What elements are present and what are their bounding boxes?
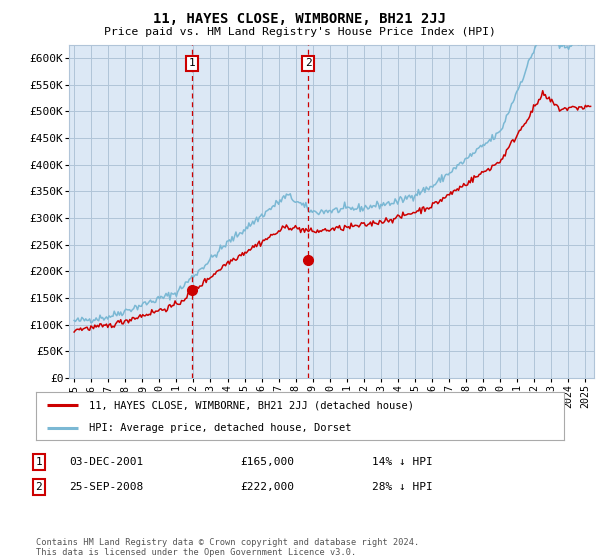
Text: 2: 2 [305, 58, 311, 68]
Text: 28% ↓ HPI: 28% ↓ HPI [372, 482, 433, 492]
Text: 03-DEC-2001: 03-DEC-2001 [69, 457, 143, 467]
Text: HPI: Average price, detached house, Dorset: HPI: Average price, detached house, Dors… [89, 423, 352, 433]
Text: £222,000: £222,000 [240, 482, 294, 492]
Text: 1: 1 [35, 457, 43, 467]
Text: 25-SEP-2008: 25-SEP-2008 [69, 482, 143, 492]
Text: 11, HAYES CLOSE, WIMBORNE, BH21 2JJ: 11, HAYES CLOSE, WIMBORNE, BH21 2JJ [154, 12, 446, 26]
Text: Contains HM Land Registry data © Crown copyright and database right 2024.
This d: Contains HM Land Registry data © Crown c… [36, 538, 419, 557]
Text: 14% ↓ HPI: 14% ↓ HPI [372, 457, 433, 467]
Text: 2: 2 [35, 482, 43, 492]
Text: Price paid vs. HM Land Registry's House Price Index (HPI): Price paid vs. HM Land Registry's House … [104, 27, 496, 37]
Text: £165,000: £165,000 [240, 457, 294, 467]
Text: 11, HAYES CLOSE, WIMBORNE, BH21 2JJ (detached house): 11, HAYES CLOSE, WIMBORNE, BH21 2JJ (det… [89, 400, 414, 410]
Text: 1: 1 [188, 58, 196, 68]
